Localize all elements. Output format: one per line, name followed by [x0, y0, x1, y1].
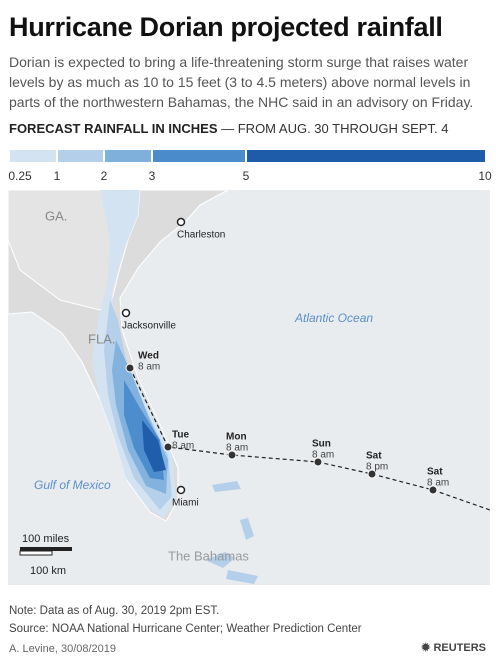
track-point: [227, 450, 237, 460]
legend-subtitle: — FROM AUG. 30 THROUGH SEPT. 4: [221, 121, 449, 136]
city-marker: [121, 308, 131, 318]
note: Note: Data as of Aug. 30, 2019 2pm EST.: [9, 605, 220, 617]
track-day: Mon: [226, 432, 247, 443]
city-marker: [176, 217, 186, 227]
track-day: Sat: [366, 451, 382, 462]
scale-km: 100 km: [30, 565, 66, 577]
legend-label: 10: [478, 169, 492, 183]
scale-miles: 100 miles: [22, 533, 70, 545]
track-time: 8 am: [138, 362, 160, 373]
logo: ✹ REUTERS: [421, 642, 486, 654]
track-point: [125, 363, 135, 373]
legend-swatch: [104, 150, 152, 162]
track-day: Wed: [138, 351, 159, 362]
legend-heading: FORECAST RAINFALL IN INCHES — FROM AUG. …: [9, 121, 448, 136]
legend-label: 1: [54, 169, 61, 183]
legend-swatch: [246, 150, 485, 162]
legend-label: 2: [101, 169, 108, 183]
credit: A. Levine, 30/08/2019: [9, 643, 117, 655]
track-time: 8 am: [427, 478, 449, 489]
legend-label: 3: [149, 169, 156, 183]
track-point: [367, 469, 377, 479]
track-point: [428, 485, 438, 495]
city-label: Jacksonville: [122, 321, 176, 332]
legend-label: 5: [243, 169, 250, 183]
city-label: Charleston: [177, 230, 225, 241]
city-marker: [176, 485, 186, 495]
legend-swatch: [152, 150, 246, 162]
region-label: The Bahamas: [168, 548, 249, 563]
track-point: [313, 457, 323, 467]
rainfall: [92, 190, 176, 518]
ocean-label: Gulf of Mexico: [34, 478, 111, 492]
track-day: Sat: [427, 467, 443, 478]
ocean-label: Atlantic Ocean: [294, 311, 373, 325]
subtitle: Dorian is expected to bring a life-threa…: [9, 54, 474, 110]
track-day: Tue: [172, 430, 189, 441]
legend-title: FORECAST RAINFALL IN INCHES: [9, 121, 218, 136]
track-time: 8 am: [172, 441, 194, 452]
state-label: FLA.: [88, 331, 115, 346]
source: Source: NOAA National Hurricane Center; …: [9, 623, 362, 635]
track-time: 8 am: [312, 450, 334, 461]
legend-swatch: [10, 150, 57, 162]
city-label: Miami: [172, 498, 199, 509]
legend-label: 0.25: [8, 169, 32, 183]
scale-bar: [20, 547, 72, 551]
track-point: [163, 442, 173, 452]
track-time: 8 am: [226, 443, 248, 454]
title: Hurricane Dorian projected rainfall: [9, 12, 443, 42]
state-label: GA.: [45, 208, 67, 223]
legend-swatch: [57, 150, 104, 162]
islands: [205, 481, 258, 584]
track-time: 8 pm: [366, 462, 388, 473]
scale-bar: [19, 550, 53, 556]
rain-zone: [142, 420, 166, 472]
logo-text: REUTERS: [433, 642, 486, 654]
track-day: Sun: [312, 439, 331, 450]
